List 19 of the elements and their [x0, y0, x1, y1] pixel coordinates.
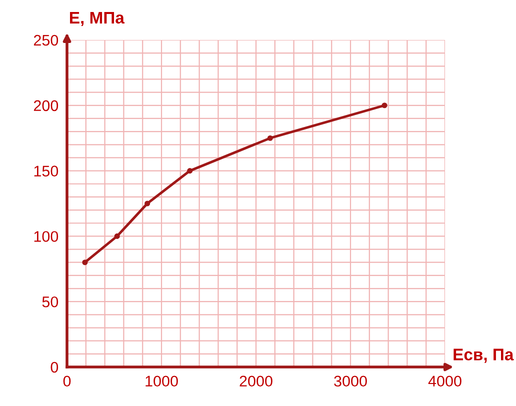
y-tick-label: 250 [34, 34, 58, 46]
point [187, 168, 193, 174]
x-tick-label: 4000 [428, 376, 462, 387]
point [82, 260, 88, 266]
y-tick-label: 50 [42, 296, 58, 308]
x-tick-label: 3000 [334, 376, 367, 387]
y-tick-label: 150 [34, 166, 58, 176]
y-tick-label: 200 [34, 100, 58, 112]
y-tick-label: 0 [50, 362, 58, 373]
x-axis-title: Eсв, Па [454, 348, 514, 363]
x-tick-label: 1000 [146, 376, 178, 387]
point [382, 102, 388, 108]
x-tick-label: 2000 [240, 376, 272, 387]
x-tick-label: 0 [63, 376, 71, 387]
point [267, 135, 273, 141]
y-tick-label: 100 [34, 231, 58, 242]
point [144, 200, 150, 206]
point [114, 233, 120, 239]
y-axis-title: E, МПа [70, 12, 125, 26]
